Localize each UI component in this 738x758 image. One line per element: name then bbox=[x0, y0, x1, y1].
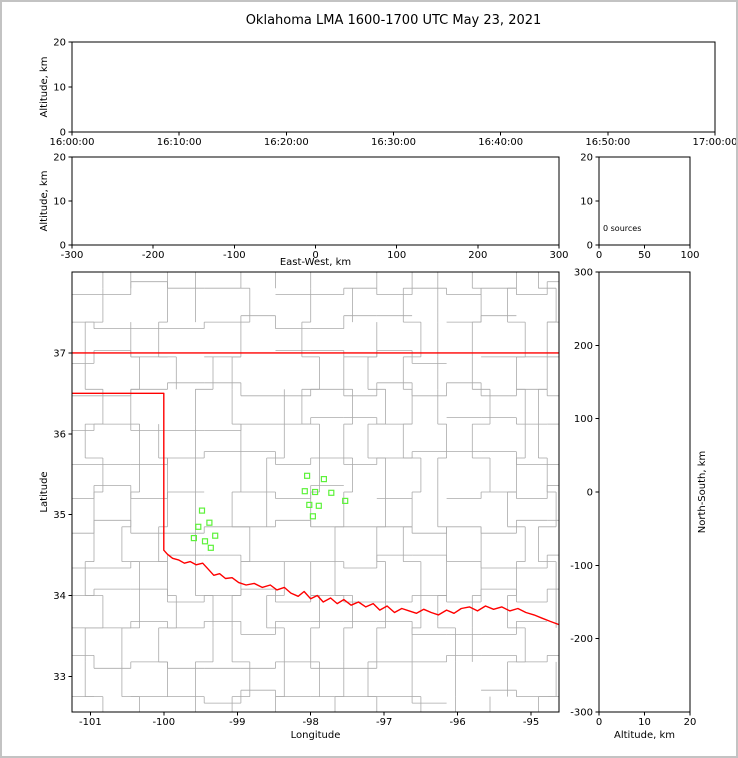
x-tick-label: 200 bbox=[468, 250, 487, 261]
panel-frame bbox=[71, 271, 560, 713]
y-tick-label: 20 bbox=[53, 153, 66, 164]
tick-marks bbox=[595, 271, 691, 716]
map-ylabel: Latitude bbox=[39, 471, 50, 513]
x-tick-label: -100 bbox=[223, 250, 246, 261]
tick-labels: 16:00:00 16:10:00 16:20:00 16:30:00 16:40:00… bbox=[50, 38, 738, 149]
station-marker bbox=[342, 497, 349, 504]
x-tick-label: 16:20:00 bbox=[264, 137, 309, 148]
y-tick-label: 10 bbox=[53, 83, 66, 94]
station-marker bbox=[315, 502, 322, 509]
x-tick-label: 0 bbox=[596, 250, 602, 261]
y-tick-label: 37 bbox=[53, 348, 66, 359]
x-tick-label: 300 bbox=[549, 250, 568, 261]
station-marker bbox=[207, 544, 214, 551]
y-tick-label: 35 bbox=[53, 510, 66, 521]
map-xlabel: Longitude bbox=[290, 730, 341, 741]
ns-height-ylabel: North-South, km bbox=[697, 450, 708, 534]
x-tick-label: -101 bbox=[79, 717, 102, 728]
panel-time_height: 16:00:00 16:10:00 16:20:00 16:30:00 16:40:00… bbox=[50, 38, 738, 149]
tick-marks bbox=[595, 156, 691, 249]
x-tick-label: -200 bbox=[142, 250, 165, 261]
station-marker bbox=[190, 534, 197, 542]
lma-station-markers bbox=[190, 472, 349, 551]
ew-height-ylabel: Altitude, km bbox=[39, 170, 50, 232]
y-tick-label: -100 bbox=[570, 561, 593, 572]
x-tick-label: 16:40:00 bbox=[478, 137, 523, 148]
panel-altitude_histogram: 0 50 100 0 10 20 bbox=[580, 153, 699, 262]
county-boundaries bbox=[72, 272, 559, 712]
y-tick-label: -200 bbox=[570, 634, 593, 645]
x-tick-label: 20 bbox=[684, 717, 697, 728]
station-marker bbox=[309, 513, 316, 520]
y-tick-label: 200 bbox=[574, 341, 593, 352]
x-tick-label: 16:30:00 bbox=[371, 137, 416, 148]
panel-plan_view: -101 -100 -99 -98 -97 -96 -95 33 34 35 36 37 bbox=[53, 271, 560, 728]
y-tick-label: 0 bbox=[587, 241, 593, 252]
station-marker bbox=[306, 501, 313, 508]
y-tick-label: 300 bbox=[574, 268, 593, 279]
panel-frame bbox=[71, 156, 560, 246]
x-tick-label: -100 bbox=[152, 717, 175, 728]
station-marker bbox=[201, 538, 209, 545]
state-border-line bbox=[72, 392, 559, 626]
x-tick-label: -98 bbox=[303, 717, 319, 728]
x-tick-label: 17:00:00 bbox=[693, 137, 738, 148]
station-marker bbox=[320, 476, 327, 483]
y-tick-label: -300 bbox=[570, 708, 593, 719]
x-tick-label: -95 bbox=[523, 717, 539, 728]
y-tick-label: 20 bbox=[580, 153, 593, 164]
tick-marks bbox=[68, 41, 716, 136]
station-marker bbox=[198, 507, 206, 514]
x-tick-label: 10 bbox=[638, 717, 651, 728]
x-tick-label: -97 bbox=[376, 717, 392, 728]
station-marker bbox=[328, 489, 335, 496]
panel-ew_height: -300 -200 -100 0 100 200 300 0 10 20 bbox=[53, 153, 568, 262]
x-tick-label: -99 bbox=[229, 717, 245, 728]
panel-ns_height: 0 10 20 -300 -200 -100 0 100 200 300 bbox=[570, 268, 696, 729]
tick-marks bbox=[68, 352, 532, 716]
ew-height-xlabel: East-West, km bbox=[279, 257, 352, 268]
station-marker bbox=[206, 519, 213, 526]
tick-marks bbox=[68, 156, 560, 249]
station-marker bbox=[195, 523, 202, 530]
x-tick-label: 100 bbox=[387, 250, 406, 261]
tick-labels: 0 10 20 -300 -200 -100 0 100 200 300 bbox=[570, 268, 696, 729]
y-tick-label: 20 bbox=[53, 38, 66, 49]
x-tick-label: 16:00:00 bbox=[50, 137, 95, 148]
panel-frame bbox=[71, 41, 716, 133]
x-tick-label: 100 bbox=[680, 250, 699, 261]
x-tick-label: 0 bbox=[596, 717, 602, 728]
y-tick-label: 0 bbox=[587, 488, 593, 499]
state-border bbox=[72, 352, 559, 626]
station-marker bbox=[212, 532, 219, 539]
x-tick-label: 16:50:00 bbox=[585, 137, 630, 148]
y-tick-label: 34 bbox=[53, 591, 66, 602]
station-marker bbox=[304, 472, 311, 479]
tick-labels: -101 -100 -99 -98 -97 -96 -95 33 34 35 36 37 bbox=[53, 348, 539, 728]
y-tick-label: 10 bbox=[580, 197, 593, 208]
y-tick-label: 100 bbox=[574, 414, 593, 425]
ns-height-xlabel: Altitude, km bbox=[614, 730, 675, 741]
x-tick-label: -96 bbox=[449, 717, 465, 728]
x-tick-label: 50 bbox=[638, 250, 651, 261]
x-tick-label: -300 bbox=[61, 250, 84, 261]
y-tick-label: 0 bbox=[60, 128, 66, 139]
panel-frame bbox=[598, 271, 691, 713]
y-tick-label: 33 bbox=[53, 672, 66, 683]
y-tick-label: 36 bbox=[53, 429, 66, 440]
x-tick-label: 16:10:00 bbox=[157, 137, 202, 148]
source-count-annotation: 0 sources bbox=[603, 224, 642, 233]
tick-labels: 0 50 100 0 10 20 bbox=[580, 153, 699, 262]
station-marker bbox=[301, 488, 308, 495]
y-tick-label: 0 bbox=[60, 241, 66, 252]
time-height-ylabel: Altitude, km bbox=[39, 56, 50, 118]
figure-title: Oklahoma LMA 1600-1700 UTC May 23, 2021 bbox=[245, 13, 542, 28]
tick-labels: -300 -200 -100 0 100 200 300 0 10 20 bbox=[53, 153, 568, 262]
station-marker bbox=[312, 488, 319, 496]
x-tick-label: 0 bbox=[312, 250, 318, 261]
y-tick-label: 10 bbox=[53, 197, 66, 208]
